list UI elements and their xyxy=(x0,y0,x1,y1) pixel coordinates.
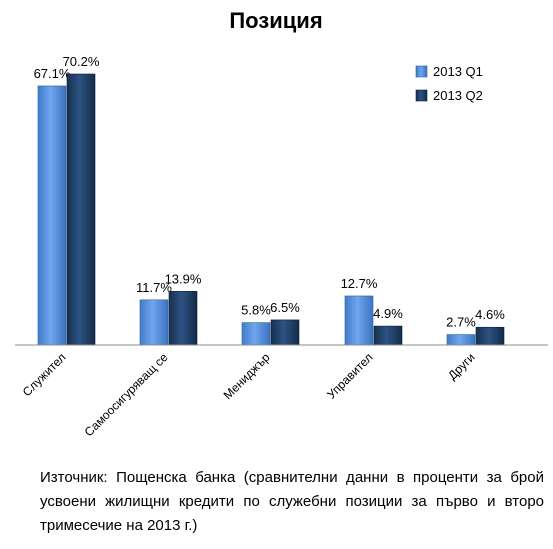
bar-q1-1 xyxy=(139,299,169,346)
data-label: 12.7% xyxy=(341,276,378,291)
chart-title: Позиция xyxy=(229,8,322,33)
bar-q1-2 xyxy=(241,322,271,346)
bar-q2-2 xyxy=(270,319,300,346)
legend-label: 2013 Q2 xyxy=(433,88,483,103)
source-caption: Източник: Пощенска банка (сравнителни да… xyxy=(40,469,544,534)
legend-label: 2013 Q1 xyxy=(433,64,483,79)
bars-group: 67.1%70.2% Служител 11.7%13.9% Самоосигуряв… xyxy=(20,54,506,439)
category-label: Мениджър xyxy=(221,350,273,402)
category-label: Самоосигуряващ се xyxy=(82,350,171,439)
category-label: Други xyxy=(445,350,477,382)
category-label: Управител xyxy=(324,350,375,401)
data-label: 70.2% xyxy=(63,54,100,69)
data-label: 4.6% xyxy=(475,307,505,322)
data-label: 11.7% xyxy=(136,280,172,295)
bar-q1-0 xyxy=(37,85,67,346)
data-label: 13.9% xyxy=(165,271,202,286)
legend: 2013 Q1 2013 Q2 xyxy=(415,64,483,103)
data-label: 5.8% xyxy=(241,303,271,318)
bar-q2-4 xyxy=(475,326,505,346)
bar-q1-3 xyxy=(344,295,374,346)
category-label: Служител xyxy=(20,350,69,399)
bar-q2-0 xyxy=(66,73,96,346)
legend-swatch xyxy=(415,65,428,78)
legend-swatch xyxy=(415,89,428,102)
data-label: 67.1% xyxy=(34,66,71,81)
data-label: 6.5% xyxy=(270,300,300,315)
bar-chart: Позиция 67.1%70.2% Служител 11.7%13.9% Само… xyxy=(15,8,548,439)
bar-q2-1 xyxy=(168,291,198,346)
chart-area: Позиция 67.1% 70.2% Служител 11.7% 13.9% Само… xyxy=(15,8,548,439)
data-label: 4.9% xyxy=(373,306,403,321)
bar-q2-3 xyxy=(373,325,403,346)
bar-q1-4 xyxy=(446,334,476,346)
data-label: 2.7% xyxy=(446,315,476,330)
